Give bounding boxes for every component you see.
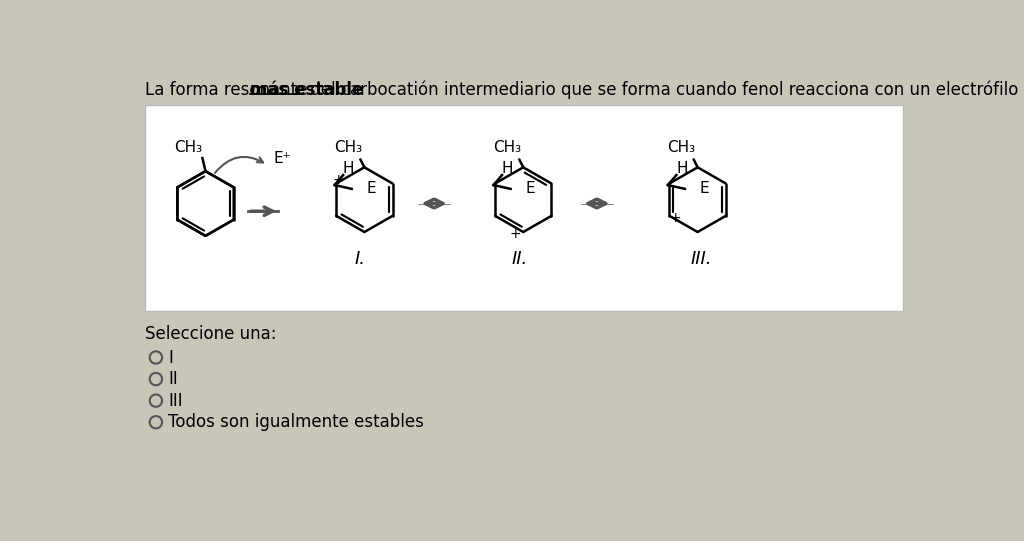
Text: CH₃: CH₃ — [174, 140, 203, 155]
Text: +: + — [670, 211, 681, 225]
Text: CH₃: CH₃ — [493, 140, 521, 155]
Text: H: H — [502, 161, 513, 176]
Text: II: II — [168, 370, 178, 388]
Text: II.: II. — [511, 250, 527, 268]
Text: E⁺: E⁺ — [273, 151, 291, 167]
Text: +: + — [510, 227, 521, 241]
Text: I: I — [168, 348, 173, 366]
Text: H: H — [343, 161, 354, 176]
Text: Todos son igualmente estables: Todos son igualmente estables — [168, 413, 424, 431]
Text: E: E — [367, 181, 376, 196]
Text: III.: III. — [691, 250, 713, 268]
Text: E: E — [699, 181, 710, 196]
Text: +: + — [333, 173, 344, 187]
Text: III: III — [168, 392, 183, 410]
Text: del carbocatión intermediario que se forma cuando fenol reacciona con un electró: del carbocatión intermediario que se for… — [305, 80, 1024, 99]
Text: Seleccione una:: Seleccione una: — [145, 326, 276, 344]
Text: E: E — [525, 181, 535, 196]
Text: más estable: más estable — [251, 81, 364, 98]
Text: La forma resonante: La forma resonante — [145, 81, 312, 98]
Text: CH₃: CH₃ — [334, 140, 362, 155]
Text: I.: I. — [355, 250, 366, 268]
Text: H: H — [676, 161, 687, 176]
Text: CH₃: CH₃ — [668, 140, 695, 155]
FancyBboxPatch shape — [145, 105, 903, 311]
